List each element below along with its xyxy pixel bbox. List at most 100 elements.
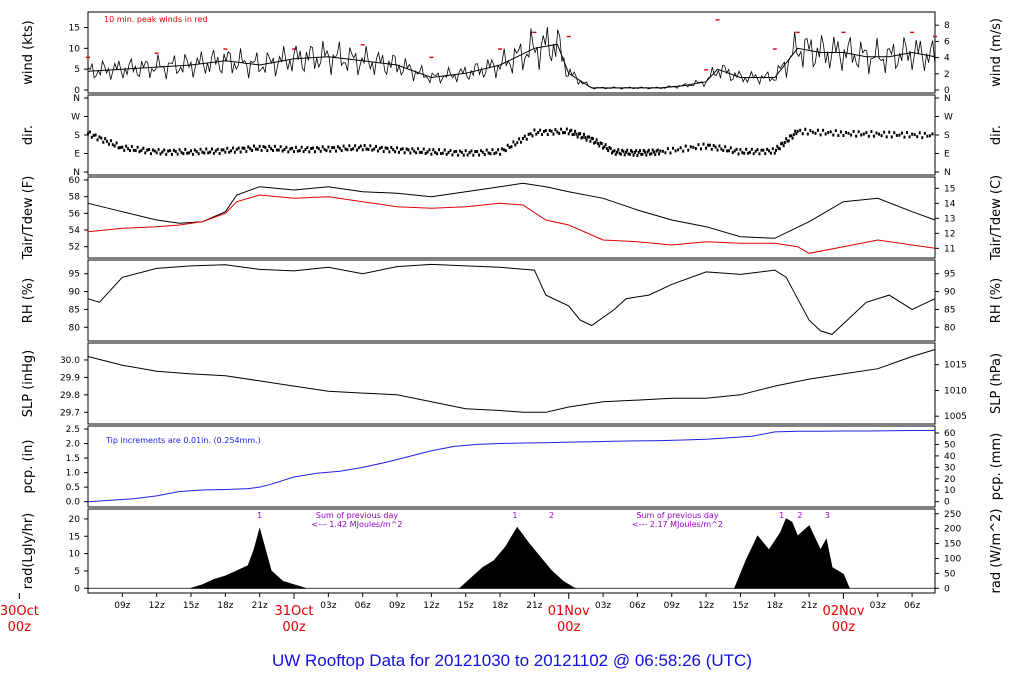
left-tick-label: 1.5 (66, 454, 80, 464)
dir-point (714, 145, 717, 149)
dir-point (125, 144, 128, 148)
dir-point (666, 147, 669, 151)
dir-point (224, 150, 227, 154)
left-tick-label: N (73, 94, 80, 104)
dir-point (207, 151, 210, 155)
dir-point (760, 148, 763, 152)
dir-point (724, 145, 727, 149)
dir-point (392, 148, 395, 152)
dir-point (743, 151, 746, 155)
dir-point (338, 146, 341, 150)
day-date-label: 01Nov (548, 604, 590, 619)
dir-point (275, 148, 278, 152)
dir-point (687, 148, 690, 152)
dir-point (283, 148, 286, 152)
dir-point (641, 152, 644, 156)
dir-point (632, 153, 635, 157)
day-hour-label: 00z (282, 620, 306, 635)
right-tick-label: 4 (944, 54, 950, 64)
peak-wind-mark (715, 19, 720, 21)
dir-point (218, 152, 221, 156)
dir-point (315, 146, 318, 150)
dir-point (865, 131, 868, 135)
dir-point (916, 135, 919, 139)
dir-point (123, 148, 126, 152)
dir-point (908, 135, 911, 139)
dir-point (371, 148, 374, 152)
dir-point (504, 149, 507, 153)
peak-wind-mark (910, 31, 915, 34)
dir-point (647, 148, 650, 152)
dir-point (642, 148, 645, 152)
dir-point (903, 135, 906, 139)
dir-point (844, 130, 847, 134)
right-tick-label: 12 (944, 229, 955, 239)
right-tick-label: 60 (944, 429, 956, 439)
right-tick-label: 14 (944, 199, 956, 209)
dir-point (931, 132, 934, 136)
radiation-area (190, 527, 306, 589)
dir-point (712, 143, 715, 147)
dir-point (365, 147, 368, 151)
dir-point (622, 149, 625, 153)
dir-point (293, 150, 296, 154)
dir-point (581, 135, 584, 139)
dir-point (593, 141, 596, 145)
right-tick-label: 85 (944, 305, 955, 315)
dir-point (888, 130, 891, 134)
dir-point (493, 152, 496, 156)
dir-point (279, 145, 282, 149)
right-tick-label: 20 (944, 475, 956, 485)
hour-tick-label: 06z (629, 601, 645, 611)
hour-tick-label: 03z (595, 601, 611, 611)
dir-point (329, 149, 332, 153)
peak-marker: 1 (779, 511, 784, 520)
dir-point (170, 152, 173, 156)
series-line (87, 182, 936, 239)
dir-point (300, 145, 303, 149)
left-tick-label: 80 (69, 323, 81, 333)
dir-point (516, 141, 519, 145)
left-tick-label: 10 (69, 44, 81, 54)
dir-point (294, 145, 297, 149)
right-tick-label: N (944, 94, 951, 104)
peak-marker: 1 (257, 511, 262, 520)
dir-point (396, 146, 399, 150)
right-tick-label: 80 (944, 323, 956, 333)
left-tick-label: 58 (69, 193, 81, 203)
dir-point (582, 132, 585, 136)
dir-point (756, 148, 759, 152)
dir-point (380, 145, 383, 149)
dir-point (781, 141, 784, 145)
dir-point (771, 147, 774, 151)
peak-marker: 2 (797, 511, 802, 520)
dir-point (883, 130, 886, 134)
hour-tick-label: 09z (114, 601, 130, 611)
hour-tick-label: 21z (801, 601, 817, 611)
left-tick-label: 15 (69, 532, 80, 542)
dir-point (239, 150, 242, 154)
dir-point (571, 133, 574, 137)
dir-point (508, 145, 511, 149)
dir-point (791, 136, 794, 140)
dir-point (834, 129, 837, 133)
dir-point (535, 132, 538, 136)
dir-point (684, 144, 687, 148)
dir-point (111, 143, 114, 147)
dir-point (630, 149, 633, 153)
dir-point (613, 149, 616, 153)
dir-point (308, 150, 311, 154)
dir-point (418, 150, 421, 154)
dir-point (842, 133, 845, 137)
dir-point (618, 151, 621, 155)
day-date-label: 02Nov (822, 604, 864, 619)
daily-sum-value: <--- 2.17 MJoules/m^2 (632, 520, 723, 529)
dir-point (525, 137, 528, 141)
dir-point (809, 129, 812, 133)
left-tick-label: 56 (69, 209, 81, 219)
dir-point (697, 143, 700, 147)
dir-point (764, 152, 767, 156)
day-hour-label: 00z (832, 620, 856, 635)
dir-point (570, 128, 573, 132)
dir-point (334, 149, 337, 153)
